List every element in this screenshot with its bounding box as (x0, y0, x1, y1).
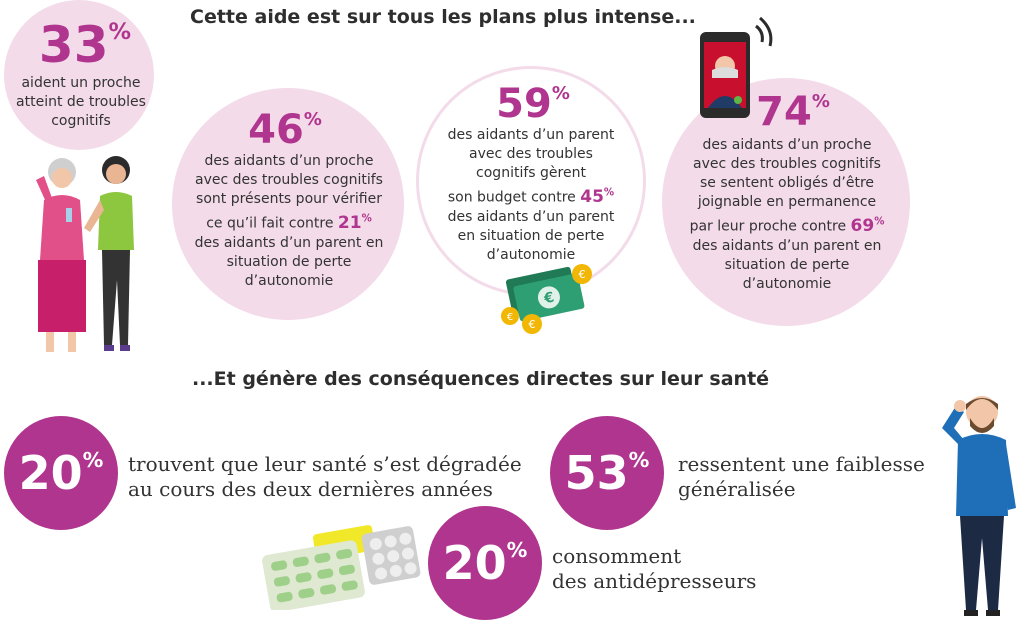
stat-74-text: des aidants d’un proche avec des trouble… (689, 137, 885, 292)
health-text-20b: consomment des antidépresseurs (552, 544, 757, 593)
stat-bubble-46 (172, 88, 404, 320)
top-heading: Cette aide est sur tous les plans plus i… (190, 6, 696, 28)
svg-text:€: € (529, 318, 536, 331)
stat-33-value: 33% (38, 16, 132, 74)
health-dot-20b: 20% (428, 506, 542, 620)
banknotes-icon: € € € € (501, 264, 592, 334)
man-headache-illustration (942, 396, 1016, 616)
stat-33-text: aident un proche atteint de troubles cogni… (16, 75, 146, 129)
stat-59-text: des aidants d’un parent avec des trouble… (447, 127, 615, 263)
pill-blister-icon (262, 525, 421, 610)
svg-text:€: € (507, 312, 513, 323)
health-dot-53: 53% (550, 416, 664, 530)
stat-bubble-59 (416, 66, 646, 296)
smartphone-icon (700, 16, 773, 118)
stat-46-value: 46% (248, 107, 322, 153)
stat-bubble-33 (4, 0, 154, 150)
health-text-53: ressentent une faiblesse généralisée (678, 452, 925, 501)
svg-text:€: € (579, 268, 586, 281)
middle-heading: ...Et génère des conséquences directes s… (192, 368, 770, 390)
stat-74-value: 74% (756, 89, 830, 135)
svg-text:€: € (542, 290, 556, 308)
health-dot-20a: 20% (4, 416, 118, 530)
stat-46-text: des aidants d’un proche avec des trouble… (194, 153, 384, 289)
health-text-20a: trouvent que leur santé s’est dégradée au… (128, 452, 522, 501)
coins-icon: € € € (501, 264, 592, 334)
women-illustration (36, 156, 134, 352)
stat-59-value: 59% (496, 81, 570, 127)
stat-bubble-74 (662, 78, 910, 326)
